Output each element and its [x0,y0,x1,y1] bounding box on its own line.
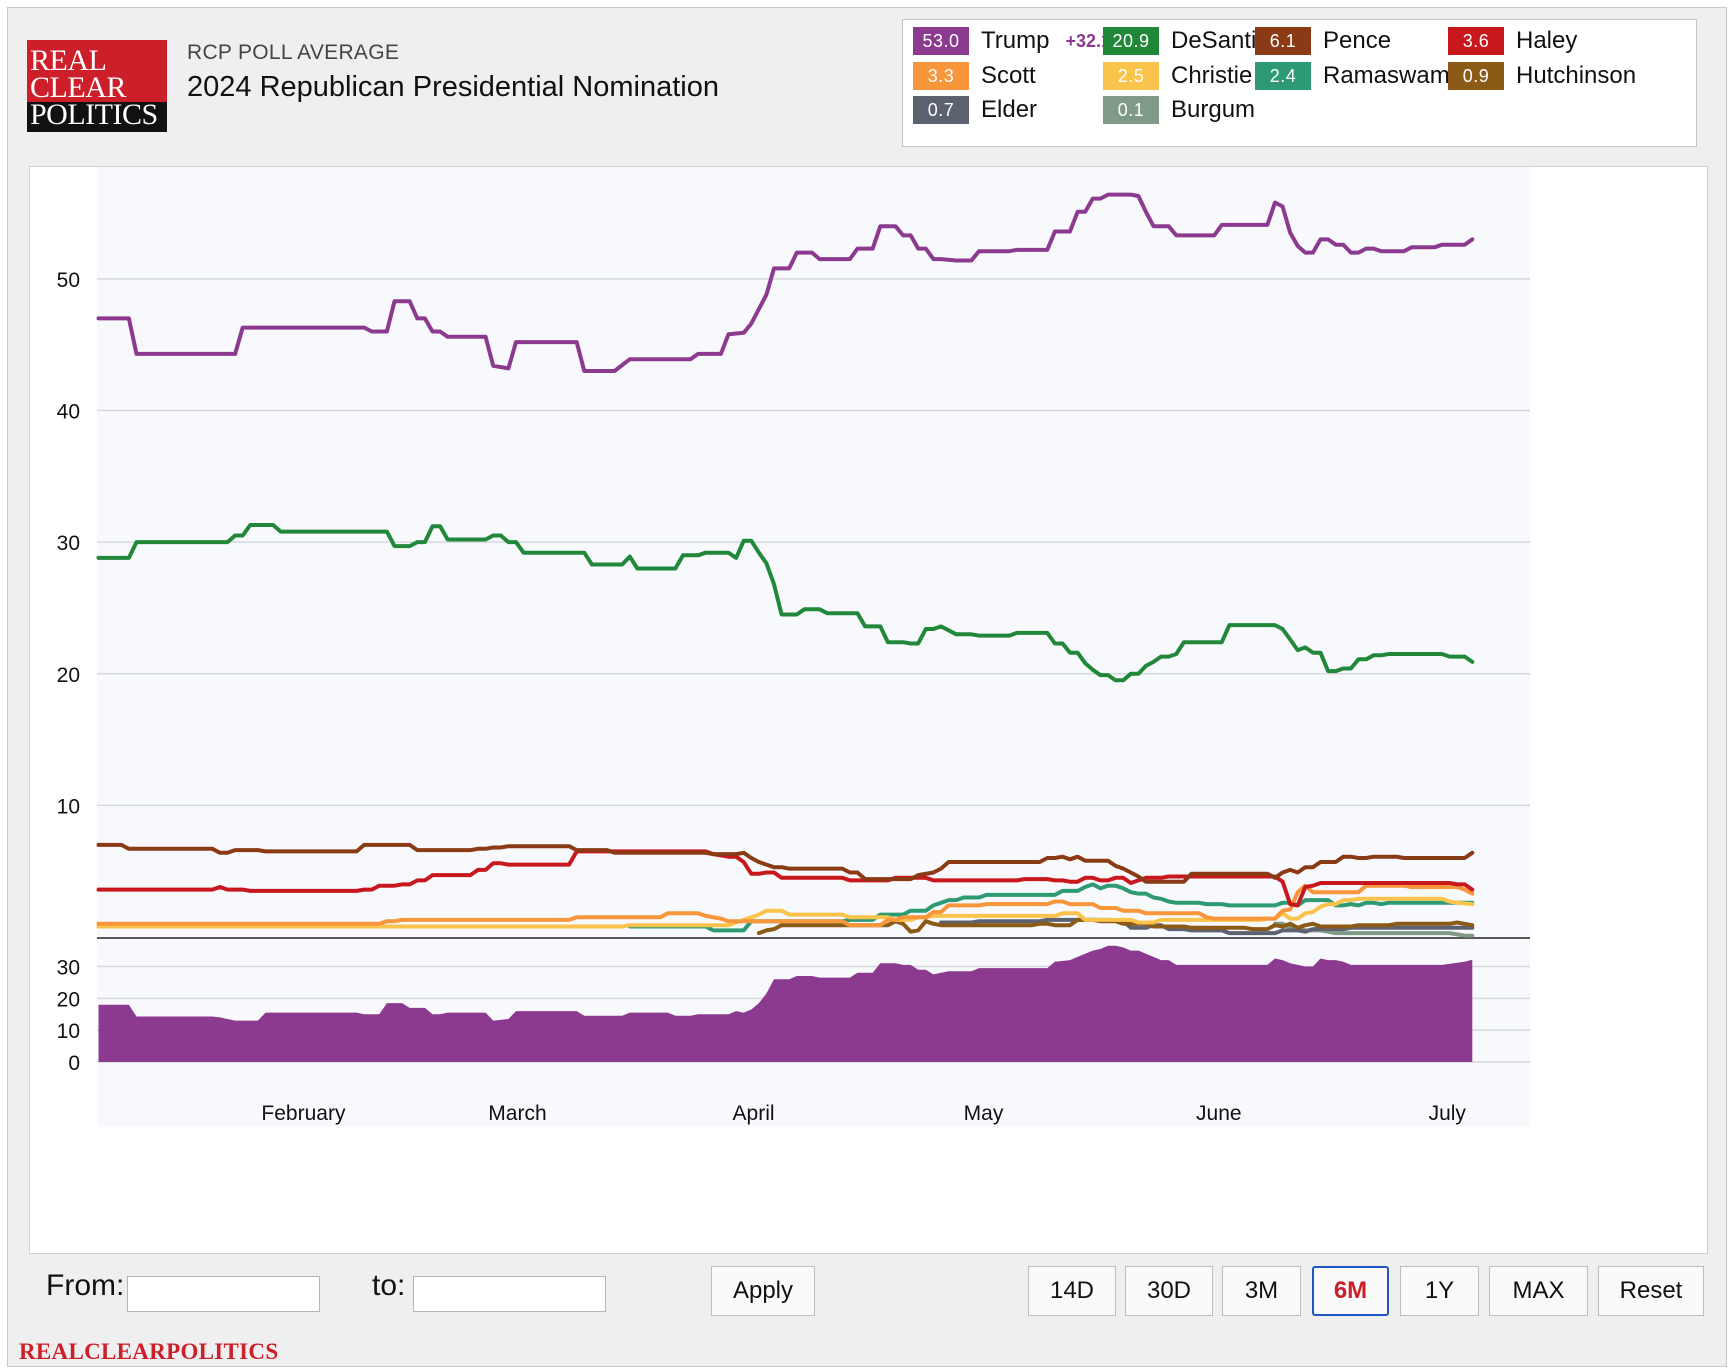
reset-button[interactable]: Reset [1598,1266,1704,1316]
footer-brand: REALCLEARPOLITICS [19,1339,279,1364]
from-label: From: [46,1269,125,1302]
legend: 53.0 Trump +32.1 20.9 DeSantis 6.1 Pence 3.6 Hal… [902,19,1697,147]
legend-value-trump: 53.0 [913,27,969,55]
x-tick-label-april: April [733,1102,775,1125]
series-line-christie [96,896,1475,929]
y-tick-label-20: 20 [57,664,80,687]
legend-item-haley: 3.6 Haley [1448,26,1577,56]
logo-line-1: REAL [30,44,107,77]
lead-y-tick-label-0: 0 [68,1052,80,1075]
to-label: to: [372,1269,406,1302]
legend-item-burgum: 0.1 Burgum [1103,95,1255,125]
series-line-elder [939,917,1475,936]
chart-title: 2024 Republican Presidential Nomination [187,71,719,103]
y-tick-label-40: 40 [57,401,80,424]
lead-area-trump [98,945,1473,1062]
plot-area: 10 20 30 40 50 0 10 20 30 February March April May Ju… [29,166,1708,1254]
legend-value-ramaswamy: 2.4 [1255,62,1311,90]
legend-name-scott: Scott [981,62,1036,89]
series-line-hutchinson [756,917,1475,936]
y-tick-label-50: 50 [57,269,80,292]
logo-line-3: POLITICS [30,98,158,131]
legend-name-trump: Trump [981,27,1050,54]
range-3m-button[interactable]: 3M [1222,1266,1301,1316]
legend-value-hutchinson: 0.9 [1448,62,1504,90]
legend-item-scott: 3.3 Scott [913,61,1036,91]
series-line-pence [96,842,1475,884]
range-1y-button[interactable]: 1Y [1400,1266,1479,1316]
legend-item-pence: 6.1 Pence [1255,26,1391,56]
lead-y-tick-label-30: 30 [57,956,80,979]
legend-item-ramaswamy: 2.4 Ramaswamy [1255,61,1462,91]
x-tick-label-june: June [1196,1102,1242,1125]
chart-svg: 10 20 30 40 50 0 10 20 30 February March April May Ju… [57,167,1530,1127]
legend-value-elder: 0.7 [913,96,969,124]
legend-value-desantis: 20.9 [1103,27,1159,55]
legend-value-haley: 3.6 [1448,27,1504,55]
range-max-button[interactable]: MAX [1489,1266,1588,1316]
chart-supertitle: RCP POLL AVERAGE [187,41,400,64]
legend-value-scott: 3.3 [913,62,969,90]
legend-item-desantis: 20.9 DeSantis [1103,26,1268,56]
y-tick-label-30: 30 [57,532,80,555]
legend-item-christie: 2.5 Christie [1103,61,1252,91]
legend-item-elder: 0.7 Elder [913,95,1037,125]
x-tick-label-february: February [261,1102,346,1125]
legend-name-haley: Haley [1516,27,1578,54]
legend-value-pence: 6.1 [1255,27,1311,55]
series-line-scott [96,883,1475,928]
legend-item-hutchinson: 0.9 Hutchinson [1448,61,1636,91]
x-tick-label-may: May [964,1102,1004,1125]
x-tick-label-march: March [488,1102,546,1125]
legend-name-christie: Christie [1171,62,1253,89]
controls-bar: From: to: Apply 14D 30D 3M 6M 1Y MAX Res… [29,1254,1708,1328]
series-line-desantis [96,523,1475,683]
logo-text: REAL CLEAR POLITICS [30,44,158,131]
legend-name-pence: Pence [1323,27,1392,54]
legend-name-desantis: DeSantis [1171,27,1269,54]
legend-spread-trump: +32.1 [1065,30,1111,51]
logo-line-2: CLEAR [30,71,126,104]
legend-value-burgum: 0.1 [1103,96,1159,124]
range-14d-button[interactable]: 14D [1028,1266,1116,1316]
legend-name-burgum: Burgum [1171,96,1256,123]
legend-name-elder: Elder [981,96,1038,123]
legend-item-trump: 53.0 Trump +32.1 [913,26,1111,56]
series-line-trump [96,192,1475,373]
rcp-logo: REAL CLEAR POLITICS [27,40,167,132]
lead-y-tick-label-10: 10 [57,1020,80,1043]
lead-y-tick-label-20: 20 [57,988,80,1011]
legend-name-hutchinson: Hutchinson [1516,62,1637,89]
series-line-haley [96,849,1475,908]
y-tick-label-10: 10 [57,795,80,818]
legend-name-ramaswamy: Ramaswamy [1323,62,1462,89]
logo-base [27,102,167,132]
range-30d-button[interactable]: 30D [1125,1266,1213,1316]
x-tick-label-july: July [1429,1102,1467,1125]
legend-value-christie: 2.5 [1103,62,1159,90]
from-date-input[interactable] [127,1276,320,1312]
to-date-input[interactable] [413,1276,606,1312]
apply-button[interactable]: Apply [711,1266,815,1316]
range-6m-button[interactable]: 6M [1312,1266,1389,1316]
